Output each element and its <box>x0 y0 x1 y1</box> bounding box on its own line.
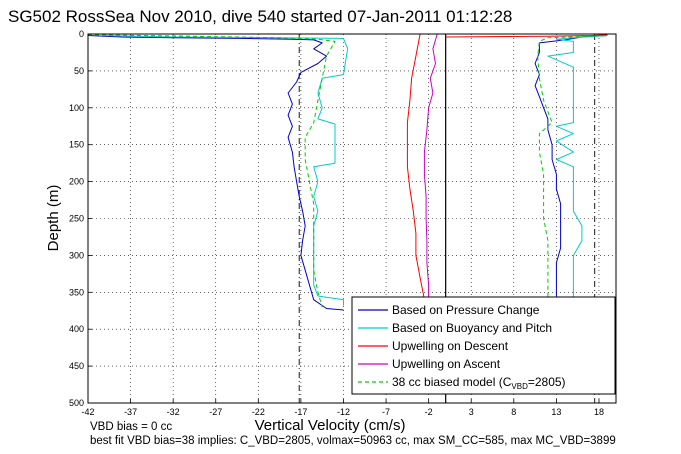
y-axis-label: Depth (m) <box>45 185 62 252</box>
y-tick-label: 350 <box>69 287 84 297</box>
series-line <box>537 35 608 300</box>
legend-label-model-suffix: =2805) <box>528 375 566 389</box>
plot-frame <box>87 33 617 404</box>
series-line <box>87 34 336 308</box>
note-best-fit: best fit VBD bias=38 implies: C_VBD=2805… <box>90 435 616 447</box>
y-tick-label: 200 <box>69 177 84 187</box>
x-tick-label: -17 <box>294 407 307 417</box>
x-tick-labels: -42 -37 -32 -27 -22 -17 -12 -7 -2 3 8 13 18 <box>81 407 603 417</box>
series-line <box>423 33 438 300</box>
y-tick-labels: 0 50 100 150 200 250 300 350 400 450 500 <box>69 29 84 408</box>
note-vbd-bias: VBD bias = 0 cc <box>90 421 172 433</box>
x-tick-label: -37 <box>124 407 137 417</box>
series-line <box>445 34 608 38</box>
y-tick-label: 450 <box>69 361 84 371</box>
x-tick-label: -2 <box>425 407 433 417</box>
y-tick-label: 150 <box>69 140 84 150</box>
x-tick-label: -12 <box>337 407 350 417</box>
legend-label-model-main: 38 cc biased model (C <box>392 375 512 389</box>
y-tick-label: 0 <box>79 29 84 39</box>
series-line <box>406 33 425 309</box>
x-tick-label: -22 <box>252 407 265 417</box>
chart-title: SG502 RossSea Nov 2010, dive 540 started… <box>8 7 512 26</box>
x-tick-label: 8 <box>511 407 516 417</box>
y-tick-label: 50 <box>74 66 84 76</box>
series-line <box>534 35 608 300</box>
legend-label-descent: Upwelling on Descent <box>392 339 509 353</box>
x-tick-label: 3 <box>469 407 474 417</box>
y-tick-label: 500 <box>69 398 84 408</box>
x-axis-label: Vertical Velocity (cm/s) <box>255 417 406 434</box>
legend-box <box>351 296 616 395</box>
legend-label-ascent: Upwelling on Ascent <box>392 357 501 371</box>
x-tick-label: 18 <box>594 407 604 417</box>
series-line <box>87 35 344 311</box>
y-tick-label: 300 <box>69 250 84 260</box>
y-tick-label: 250 <box>69 214 84 224</box>
x-tick-label: 13 <box>551 407 561 417</box>
legend-label-model-sub: VBD <box>511 382 528 391</box>
x-tick-label: -27 <box>209 407 222 417</box>
x-tick-label: -42 <box>81 407 94 417</box>
legend-label-pressure: Based on Pressure Change <box>392 303 540 317</box>
y-tick-label: 400 <box>69 324 84 334</box>
x-tick-label: -7 <box>382 407 390 417</box>
legend-label-buoyancy: Based on Buoyancy and Pitch <box>392 321 552 335</box>
legend: Based on Pressure Change Based on Buoyan… <box>351 296 616 395</box>
series-line <box>547 35 608 300</box>
x-tick-label: -32 <box>167 407 180 417</box>
legend-label-model: 38 cc biased model (CVBD=2805) <box>392 375 566 391</box>
series-group <box>87 33 608 311</box>
y-tick-label: 100 <box>69 103 84 113</box>
